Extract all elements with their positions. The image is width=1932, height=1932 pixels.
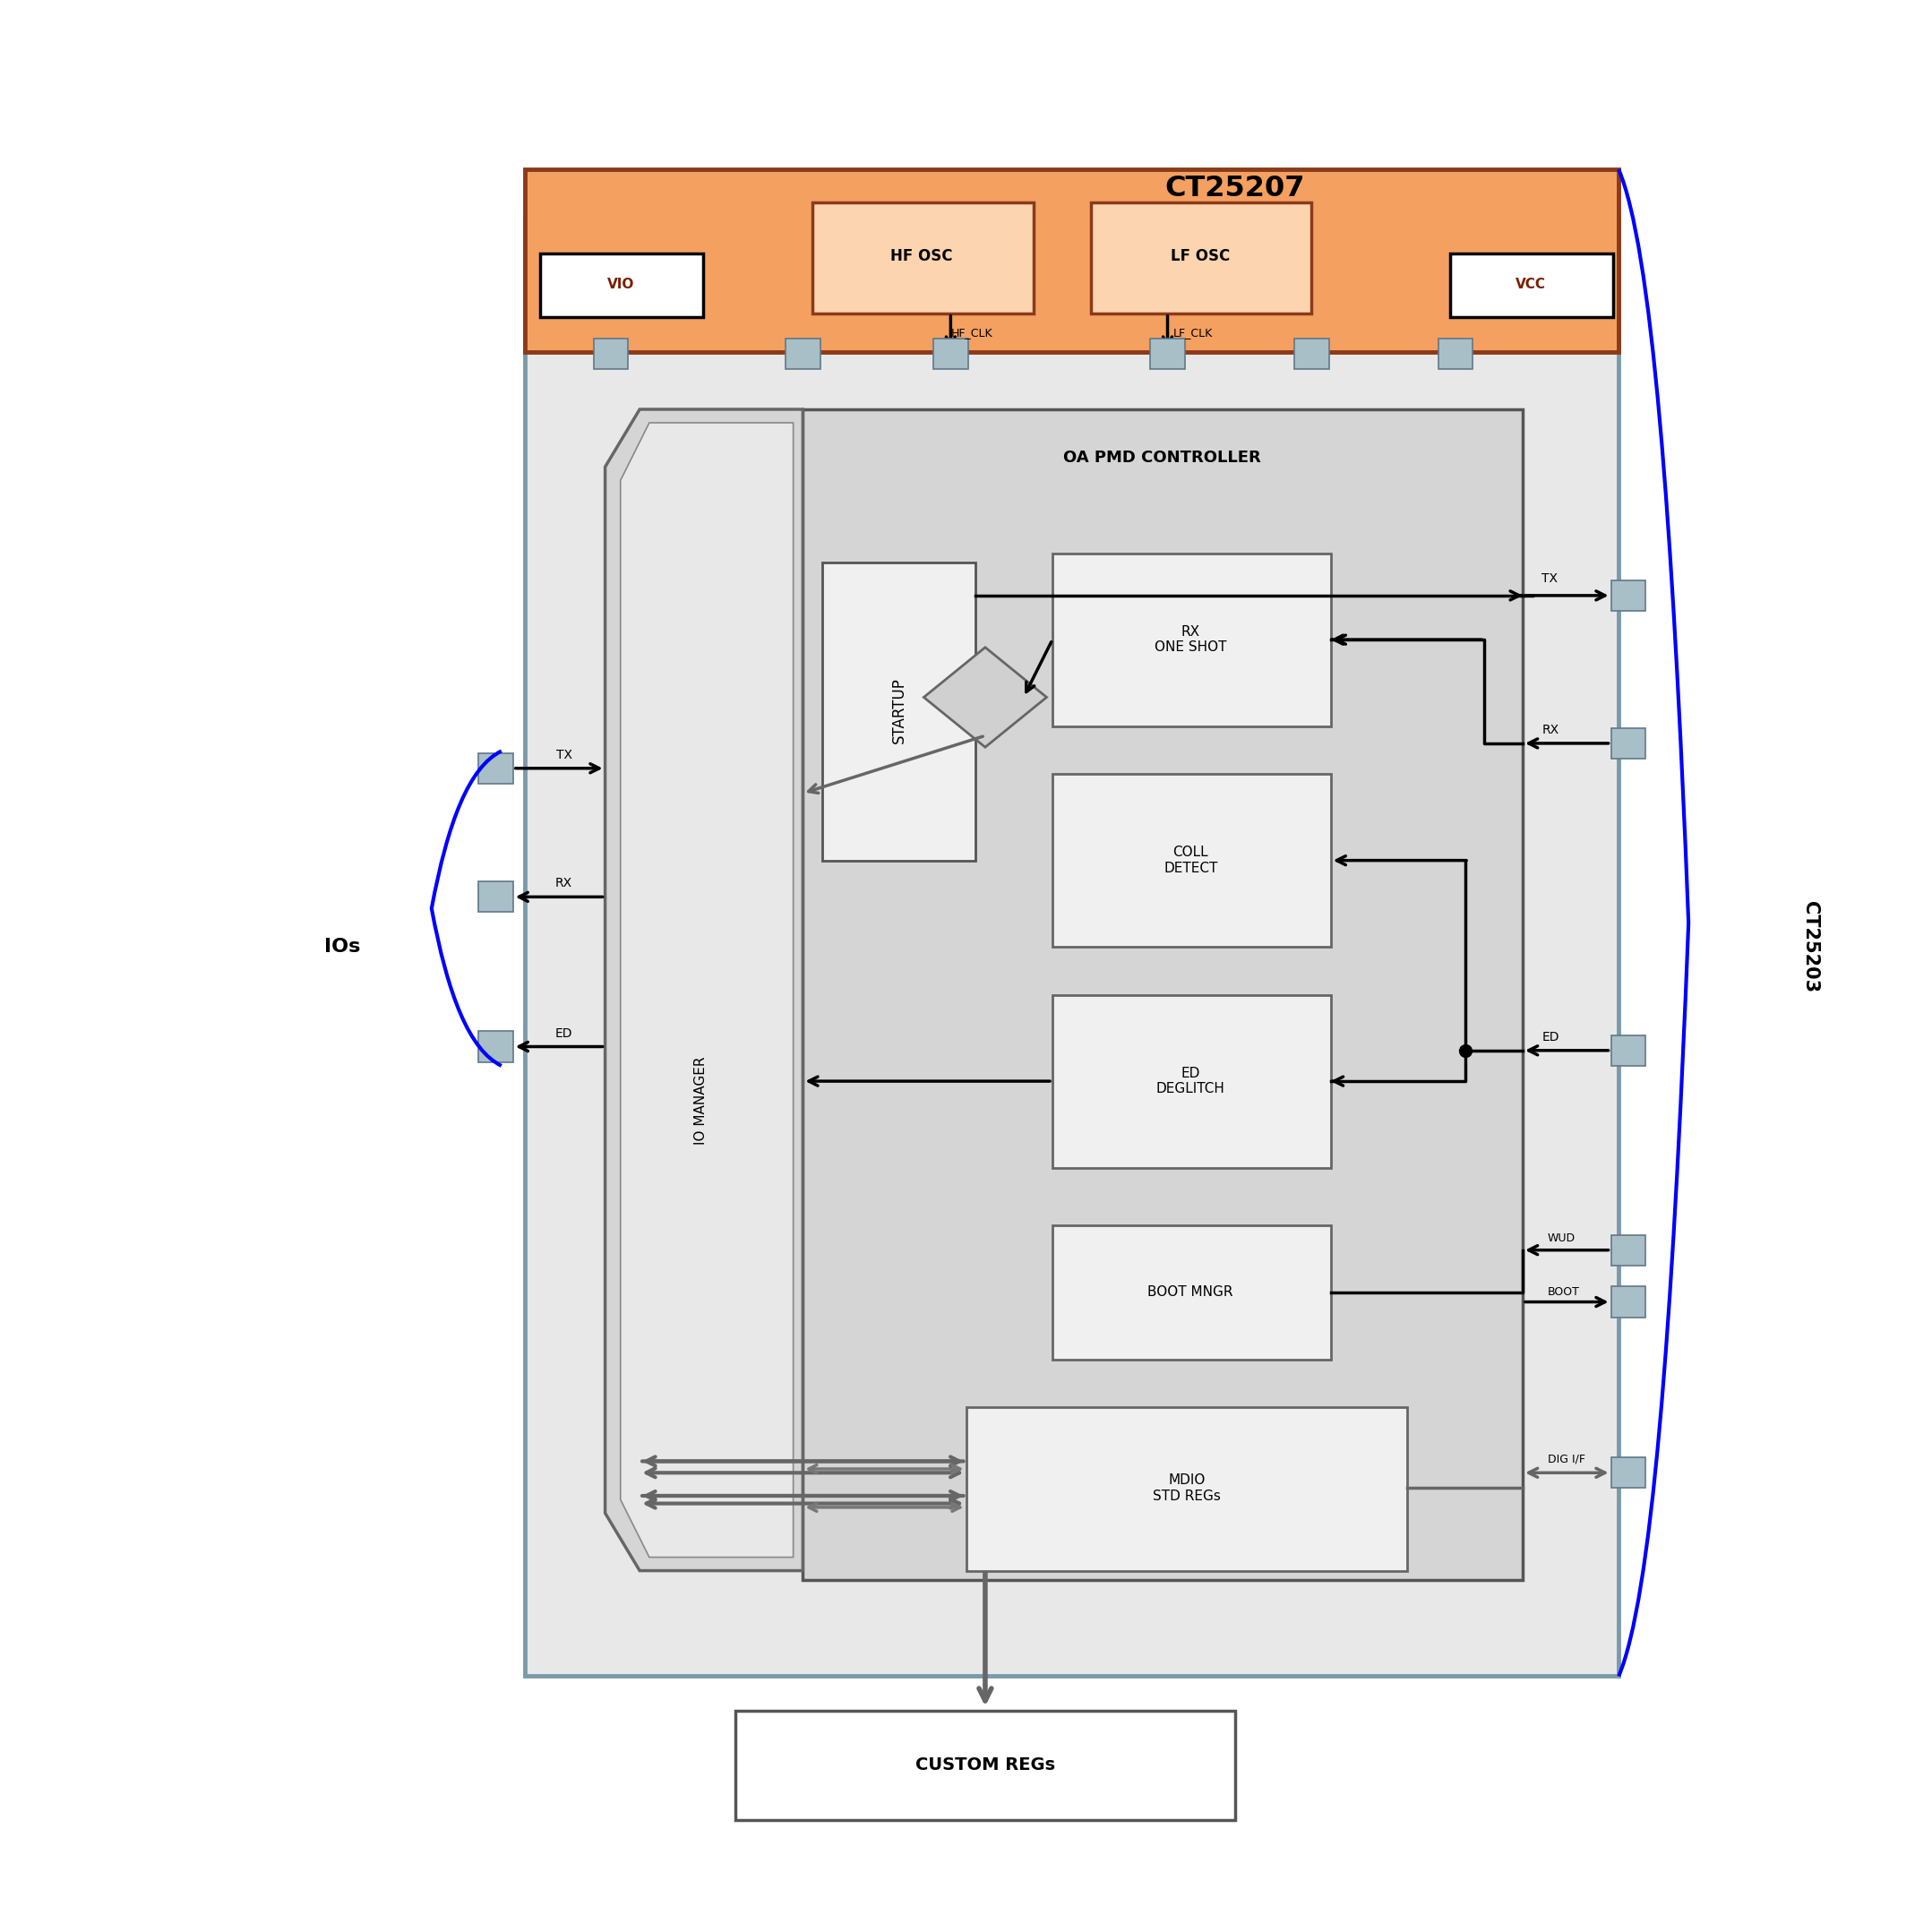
Bar	[479, 881, 514, 912]
Text: CT25203: CT25203	[1803, 900, 1820, 993]
Text: HF OSC: HF OSC	[891, 247, 952, 265]
Text: COLL
DETECT: COLL DETECT	[1163, 846, 1217, 875]
Bar	[1611, 1457, 1646, 1488]
Text: IOs: IOs	[325, 937, 359, 956]
Bar	[966, 1408, 1408, 1571]
Text: CUSTOM REGs: CUSTOM REGs	[916, 1756, 1055, 1774]
Text: HF_CLK: HF_CLK	[951, 327, 993, 338]
Polygon shape	[923, 647, 1047, 748]
Text: LF OSC: LF OSC	[1171, 247, 1231, 265]
Bar	[1611, 580, 1646, 611]
Bar	[1611, 1287, 1646, 1318]
Text: ED
DEGLITCH: ED DEGLITCH	[1155, 1066, 1225, 1095]
Bar	[593, 338, 628, 369]
Text: STARTUP: STARTUP	[891, 678, 906, 744]
Text: TX: TX	[556, 748, 572, 761]
Bar	[1294, 338, 1329, 369]
Polygon shape	[620, 423, 794, 1557]
Text: MDIO
STD REGs: MDIO STD REGs	[1153, 1474, 1221, 1503]
Text: OA PMD CONTROLLER: OA PMD CONTROLLER	[1063, 450, 1262, 466]
Bar	[736, 1712, 1235, 1820]
Bar	[1611, 728, 1646, 759]
Bar	[479, 1032, 514, 1063]
Text: CT25207: CT25207	[1165, 174, 1304, 203]
Text: BOOT MNGR: BOOT MNGR	[1148, 1285, 1233, 1298]
Polygon shape	[605, 410, 804, 1571]
Bar	[1150, 338, 1184, 369]
Text: ED: ED	[1542, 1032, 1559, 1043]
Bar	[1437, 338, 1472, 369]
Text: RX: RX	[1542, 724, 1559, 736]
Bar	[1053, 553, 1331, 726]
Bar	[933, 338, 968, 369]
Bar	[1611, 1235, 1646, 1265]
Bar	[1611, 1036, 1646, 1066]
Bar	[479, 753, 514, 784]
Text: WUD: WUD	[1548, 1233, 1575, 1244]
Text: TX: TX	[1542, 572, 1557, 585]
Text: DIG I/F: DIG I/F	[1548, 1453, 1586, 1464]
Text: IO MANAGER: IO MANAGER	[694, 1057, 707, 1144]
Text: LF_CLK: LF_CLK	[1173, 327, 1213, 338]
Bar	[821, 562, 976, 860]
Bar	[524, 218, 1619, 1677]
Text: ED: ED	[554, 1028, 572, 1039]
Text: BOOT: BOOT	[1548, 1287, 1580, 1298]
Bar	[804, 410, 1522, 1580]
Text: RX
ONE SHOT: RX ONE SHOT	[1155, 626, 1227, 655]
Text: VCC: VCC	[1515, 278, 1546, 292]
Bar	[524, 170, 1619, 352]
Bar	[1092, 203, 1312, 313]
Bar	[1053, 995, 1331, 1167]
Bar	[539, 253, 703, 317]
Bar	[1053, 775, 1331, 947]
Bar	[786, 338, 819, 369]
Text: VIO: VIO	[607, 278, 634, 292]
Bar	[1449, 253, 1613, 317]
Text: RX: RX	[554, 877, 572, 891]
Bar	[1053, 1225, 1331, 1360]
Bar	[813, 203, 1034, 313]
